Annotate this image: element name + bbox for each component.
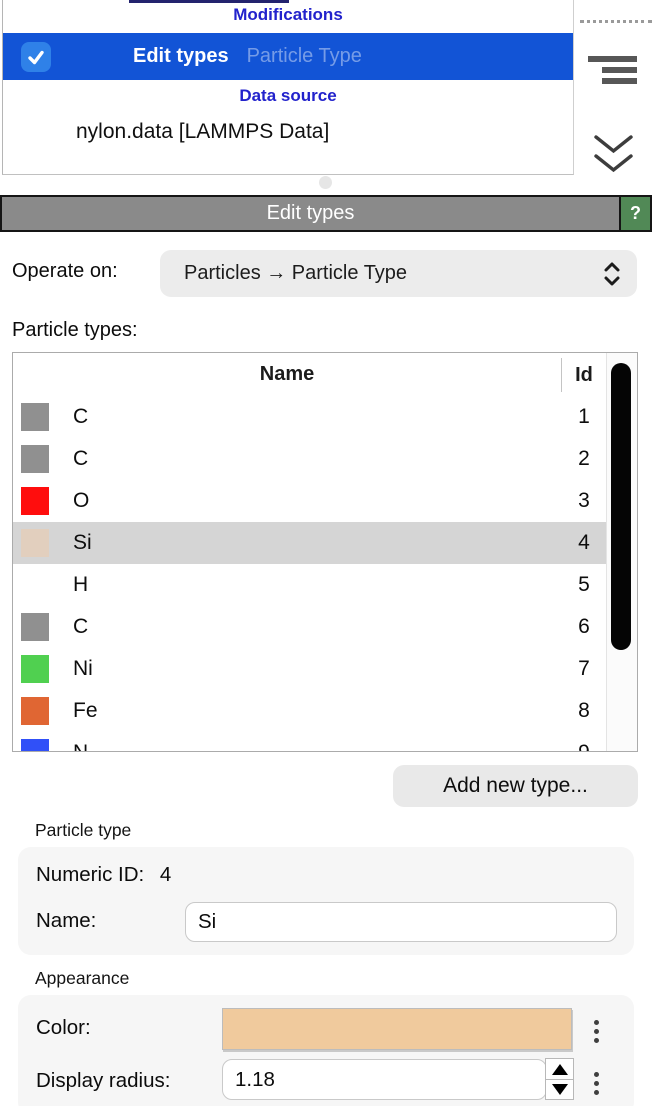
table-row[interactable]: Fe 8 <box>13 690 637 732</box>
color-options-kebab-icon[interactable] <box>594 1020 599 1047</box>
type-id: 6 <box>578 615 590 638</box>
type-color-swatch <box>21 487 49 515</box>
type-color-swatch <box>21 529 49 557</box>
pipeline-menu-icon[interactable] <box>588 56 637 89</box>
operate-on-select[interactable]: Particles → Particle Type <box>160 250 637 297</box>
modifier-label: Edit types <box>133 45 229 67</box>
particle-type-group: Numeric ID: 4 Name: <box>18 847 634 955</box>
type-id: 7 <box>578 657 590 680</box>
add-new-type-button[interactable]: Add new type... <box>393 765 638 807</box>
appearance-group-label: Appearance <box>35 968 130 988</box>
modifier-enabled-checkbox[interactable] <box>21 41 51 72</box>
type-name: C <box>73 447 89 470</box>
type-id: 3 <box>578 489 590 512</box>
table-scrollbar[interactable] <box>606 353 637 751</box>
type-color-swatch <box>21 613 49 641</box>
type-name: O <box>73 489 90 512</box>
double-chevron-down-icon[interactable] <box>591 134 636 181</box>
type-name-input[interactable] <box>185 902 617 942</box>
type-name: N <box>73 741 88 751</box>
table-row[interactable]: Si 4 <box>13 522 637 564</box>
type-id: 4 <box>578 531 590 554</box>
table-row[interactable]: C 6 <box>13 606 637 648</box>
type-color-swatch <box>21 739 49 751</box>
particle-type-group-label: Particle type <box>35 820 132 840</box>
table-row[interactable]: N 9 <box>13 732 637 751</box>
select-updown-chevron-icon <box>604 262 620 285</box>
triangle-down-icon <box>551 1084 568 1095</box>
table-row[interactable]: C 1 <box>13 396 637 438</box>
table-header-row: Name Id <box>13 353 637 396</box>
type-color-swatch <box>21 697 49 725</box>
table-row[interactable]: Ni 7 <box>13 648 637 690</box>
dotted-divider <box>580 20 652 23</box>
pipeline-item-data-source[interactable]: nylon.data [LAMMPS Data] <box>76 120 330 143</box>
table-row[interactable]: C 2 <box>13 438 637 480</box>
modifier-title: Edit types <box>266 202 355 224</box>
type-name: C <box>73 615 89 638</box>
particle-types-label: Particle types: <box>12 319 138 341</box>
radius-spinner <box>545 1058 574 1101</box>
cutoff-row-fragment <box>129 0 289 3</box>
column-header-name[interactable]: Name <box>259 363 315 385</box>
name-field-label: Name: <box>36 909 97 932</box>
type-color-swatch <box>21 571 49 599</box>
operate-on-label: Operate on: <box>12 260 118 282</box>
type-color-swatch <box>21 403 49 431</box>
type-id: 2 <box>578 447 590 470</box>
color-field-label: Color: <box>36 1016 91 1039</box>
numeric-id-row: Numeric ID: 4 <box>36 863 171 887</box>
help-button[interactable]: ? <box>619 197 650 230</box>
type-color-swatch <box>21 655 49 683</box>
display-radius-label: Display radius: <box>36 1069 171 1092</box>
radius-options-kebab-icon[interactable] <box>594 1072 599 1099</box>
type-name: Fe <box>73 699 98 722</box>
appearance-group: Color: Display radius: <box>18 995 634 1106</box>
type-id: 1 <box>578 405 590 428</box>
numeric-id-label: Numeric ID: <box>36 863 145 886</box>
panel-resize-handle[interactable] <box>319 176 332 189</box>
particle-types-table: Name Id C 1 C 2 O 3 Si 4 H 5 C 6 <box>12 352 638 752</box>
numeric-id-value: 4 <box>159 863 172 886</box>
modifier-secondary-label: Particle Type <box>246 45 362 67</box>
type-name: H <box>73 573 89 596</box>
spinner-down-button[interactable] <box>545 1079 574 1100</box>
operate-on-value: Particles → Particle Type <box>184 262 408 284</box>
type-id: 5 <box>578 573 590 596</box>
modifications-section-header: Modifications <box>233 5 343 24</box>
display-radius-input[interactable] <box>222 1059 547 1100</box>
spinner-up-button[interactable] <box>545 1058 574 1079</box>
pipeline-item-edit-types[interactable]: Edit types Particle Type <box>3 33 573 80</box>
type-id: 9 <box>561 741 607 751</box>
type-color-swatch <box>21 445 49 473</box>
type-name: Si <box>73 531 92 554</box>
checkmark-icon <box>28 50 44 64</box>
data-source-section-header: Data source <box>239 86 337 105</box>
type-id: 8 <box>578 699 590 722</box>
color-picker-swatch[interactable] <box>222 1008 572 1050</box>
table-row[interactable]: O 3 <box>13 480 637 522</box>
modifier-title-bar: Edit types ? <box>0 195 652 232</box>
pipeline-list-panel: Modifications Edit types Particle Type D… <box>2 0 574 175</box>
table-row[interactable]: H 5 <box>13 564 637 606</box>
scrollbar-thumb[interactable] <box>611 363 631 650</box>
type-name: C <box>73 405 89 428</box>
column-header-id[interactable]: Id <box>561 357 607 392</box>
type-name: Ni <box>73 657 93 680</box>
triangle-up-icon <box>551 1063 568 1075</box>
table-body: C 1 C 2 O 3 Si 4 H 5 C 6 Ni 7 Fe <box>13 396 637 751</box>
